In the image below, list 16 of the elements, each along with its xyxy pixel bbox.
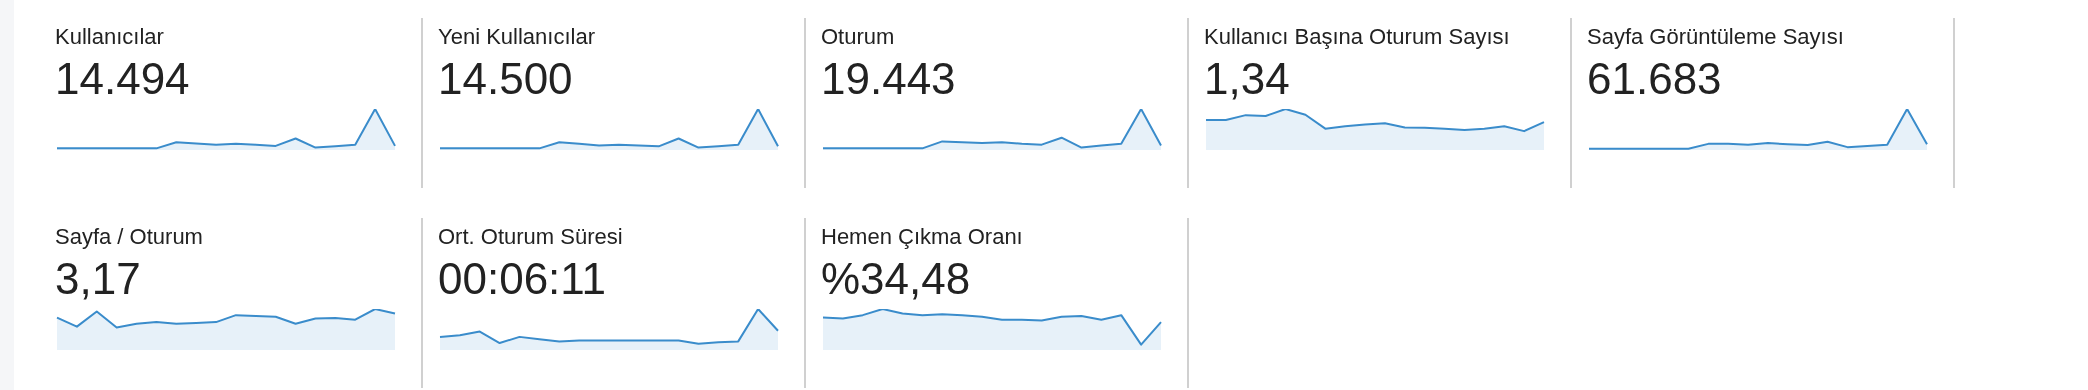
chart-subtitle: 19.443 — [821, 54, 957, 104]
chart-subtitle: 61.683 — [1587, 54, 1723, 104]
chart-title: Yeni Kullanıcılar — [438, 24, 596, 50]
chart-subtitle: 00:06:11 — [438, 254, 607, 304]
chart-title: Hemen Çıkma Oranı — [821, 224, 1024, 250]
chart-subtitle: 14.494 — [55, 54, 191, 104]
chart-title: Sayfa Görüntüleme Sayısı — [1587, 24, 1845, 50]
chart-subtitle: 1,34 — [1204, 54, 1291, 104]
chart-subtitle: 3,17 — [55, 254, 142, 304]
chart-title: Kullanıcı Başına Oturum Sayısı — [1204, 24, 1511, 50]
chart-title: Ort. Oturum Süresi — [438, 224, 624, 250]
chart-title: Kullanıcılar — [55, 24, 165, 50]
chart-subtitle: 14.500 — [438, 54, 574, 104]
chart-title: Oturum — [821, 24, 896, 50]
chart-title: Sayfa / Oturum — [55, 224, 204, 250]
chart-subtitle: %34,48 — [821, 254, 972, 304]
